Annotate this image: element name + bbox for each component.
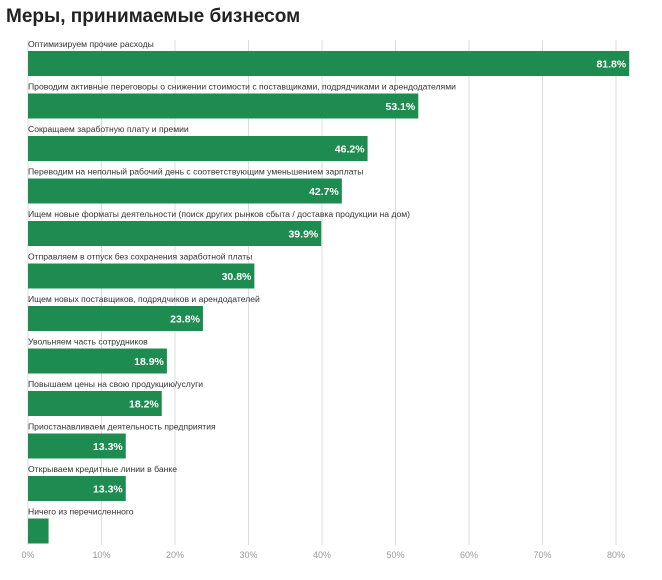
bar — [28, 221, 322, 246]
category-label: Переводим на неполный рабочий день с соо… — [28, 167, 363, 177]
bar — [28, 391, 162, 416]
category-label: Сокращаем заработную плату и премии — [28, 124, 189, 134]
bar — [28, 93, 419, 119]
bar — [28, 433, 126, 459]
value-label: 81.8% — [596, 59, 626, 71]
category-label: Увольняем часть сотрудников — [28, 337, 148, 347]
value-label: 18.9% — [134, 356, 164, 368]
bar — [28, 306, 203, 331]
value-label: 42.7% — [309, 186, 339, 198]
bar — [28, 263, 255, 289]
category-label: Ищем новых поставщиков, подрядчиков и ар… — [28, 294, 260, 304]
chart-title: Меры, принимаемые бизнесом — [6, 6, 301, 27]
category-label: Открываем кредитные линии в банке — [28, 464, 177, 474]
bar — [28, 178, 342, 204]
x-tick-label: 20% — [166, 550, 184, 560]
x-tick-label: 60% — [460, 550, 478, 560]
bar — [28, 518, 49, 544]
x-tick-label: 50% — [386, 550, 404, 560]
category-label: Отправляем в отпуск без сохранения зараб… — [28, 252, 252, 262]
bar — [28, 136, 368, 161]
x-tick-label: 10% — [92, 550, 110, 560]
category-label: Повышаем цены на свою продукцию/услуги — [28, 379, 203, 389]
value-label: 13.3% — [93, 484, 123, 496]
category-label: Ищем новые форматы деятельности (поиск д… — [28, 209, 410, 219]
value-label: 18.2% — [129, 399, 159, 411]
category-label: Приостанавливаем деятельность предприяти… — [28, 422, 216, 432]
category-label: Ничего из перечисленного — [28, 507, 134, 517]
value-label: 13.3% — [93, 441, 123, 453]
value-label: 53.1% — [386, 101, 416, 113]
bar — [28, 51, 630, 76]
x-tick-label: 70% — [533, 550, 551, 560]
x-tick-label: 30% — [239, 550, 257, 560]
value-label: 46.2% — [335, 144, 365, 156]
x-tick-label: 0% — [21, 550, 34, 560]
x-tick-label: 40% — [313, 550, 331, 560]
category-label: Оптимизируем прочие расходы — [28, 39, 154, 49]
value-label: 23.8% — [170, 314, 200, 326]
bar — [28, 476, 126, 501]
value-label: 39.9% — [288, 229, 318, 241]
x-tick-label: 80% — [607, 550, 625, 560]
category-label: Проводим активные переговоры о снижении … — [28, 82, 456, 92]
value-label: 30.8% — [222, 271, 252, 283]
bar — [28, 348, 167, 374]
